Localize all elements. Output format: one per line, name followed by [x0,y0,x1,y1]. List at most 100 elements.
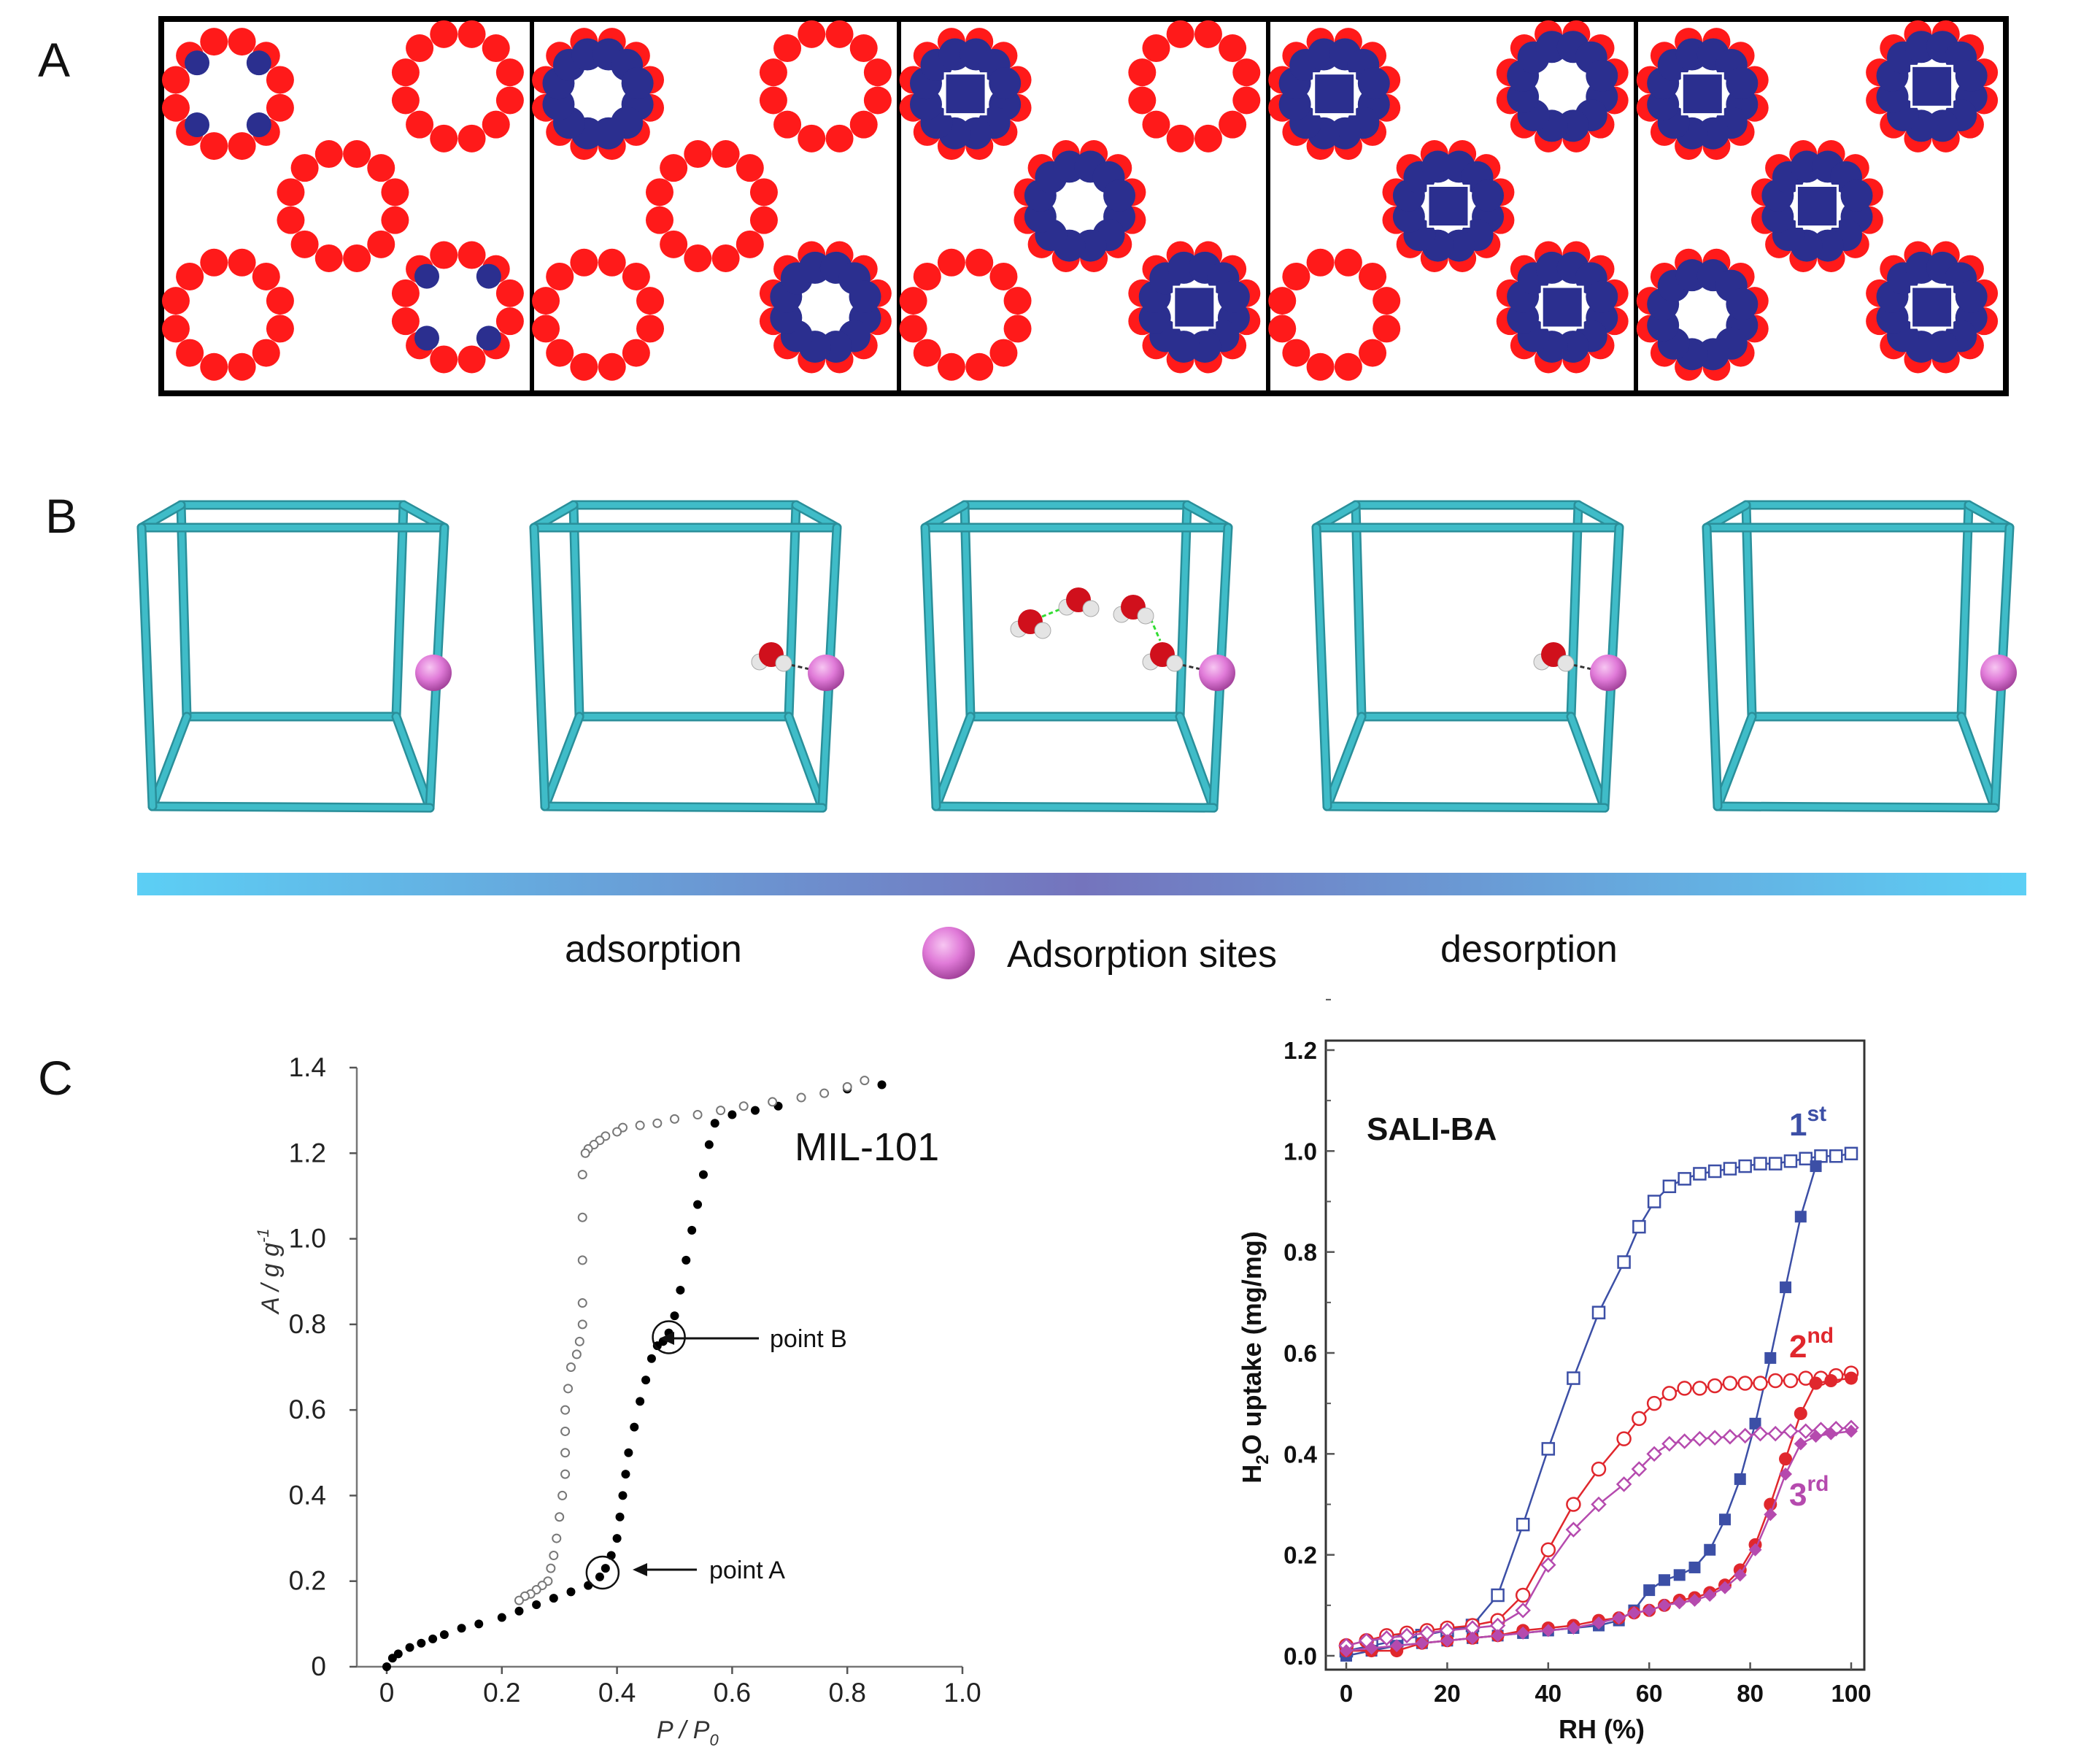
framework-bead [598,352,626,381]
pore-frame-3 [899,20,1261,381]
data-point [1780,1281,1792,1294]
data-point [560,1469,571,1479]
cage-3 [920,500,1235,813]
data-point [1829,1149,1843,1163]
data-point [1707,1430,1723,1446]
data-point [1540,1542,1556,1557]
data-point [1662,1179,1677,1193]
x-tick-label: 0.4 [598,1678,636,1708]
data-point [1418,1625,1435,1641]
data-point [1627,1606,1641,1620]
water-bead [621,67,654,100]
series-5-open-diamond [1338,1419,1859,1654]
x-tick-label: 40 [1535,1680,1562,1707]
data-point [1440,1634,1454,1648]
data-point [1516,1517,1530,1532]
data-point [1734,1473,1746,1485]
data-point [646,1354,656,1363]
framework-bead [1359,262,1387,290]
data-point [1632,1219,1646,1234]
data-point [1540,1557,1556,1573]
framework-bead [532,287,560,315]
framework-bead [200,352,228,381]
data-point [1466,1631,1479,1645]
framework-bead [711,244,740,272]
data-point [1491,1629,1505,1643]
data-point [1844,1146,1858,1161]
arrow-head-icon [660,1332,674,1345]
data-point [1688,1561,1701,1573]
data-point [457,1624,466,1633]
framework-bead [1219,34,1247,63]
data-point [557,1490,568,1500]
framework-bead [458,241,486,269]
framework-bead [458,124,486,153]
data-point [1783,1373,1799,1389]
water-bead [1103,180,1136,212]
framework-bead [570,248,598,277]
plot-frame [1324,1039,1866,1671]
data-point [692,1110,703,1120]
data-point [1616,1431,1632,1446]
data-point [1631,1461,1648,1477]
y-tick-label: 0.4 [289,1480,326,1510]
marked-point-circle [652,1320,686,1354]
cage-edge-highlight [786,502,799,720]
data-point [615,1512,625,1522]
framework-bead [1142,110,1170,139]
pore-filled [899,28,1032,161]
cage-edge-highlight [1177,502,1190,720]
framework-bead [660,154,688,182]
framework-bead [989,339,1018,367]
framework-bead [266,287,294,315]
data-point [1642,1603,1656,1617]
axes: 0 0.2 0.4 0.6 0.8 1.0 0 0.2 0.4 0.6 0.8 1.0 1.2 1.4 [289,1052,981,1708]
cycle-label-1st: 1st [1789,1102,1826,1143]
y-tick-label: 0 [311,1651,326,1681]
cage-edge-highlight [531,525,548,809]
y-tick-label: 0.2 [289,1566,326,1596]
cage-5 [1702,500,2017,813]
framework-bead [532,315,560,343]
water-bead [849,280,881,313]
framework-bead [495,86,524,115]
cage-edge-highlight [393,502,406,720]
framework-bead [430,124,458,153]
water-bead [1586,59,1618,92]
series-line [1346,1152,1852,1652]
framework-bead [849,34,878,63]
framework-bead [406,34,434,63]
data-point [1748,1543,1762,1557]
data-point [577,1319,587,1330]
axes: 0 20 40 60 80 100 0.0 0.2 0.4 0.6 0.8 1.0 1.2 [1283,998,1872,1707]
adsorbed-water-dot [246,112,271,138]
framework-bead [277,206,305,234]
cage-edge-highlight [542,714,582,809]
series-line [1346,1165,1817,1657]
cage-edge-highlight [1568,714,1607,811]
data-point [571,1349,582,1360]
framework-bead [495,307,524,336]
data-point [1515,1602,1531,1619]
adsorbed-water-dot [414,263,439,289]
framework-bead [736,230,764,258]
pore-filled [1268,28,1401,161]
water-bead [1840,180,1873,212]
data-point [612,1534,622,1543]
legend-desorption: desorption [1440,928,1618,971]
y-tick-label: 0.0 [1283,1643,1317,1670]
data-point [574,1336,584,1346]
framework-bead [636,315,665,343]
water-molecule [1058,587,1100,617]
pore-filled [1128,241,1261,374]
pore-filled [1636,28,1769,161]
data-point [1737,1376,1753,1391]
data-point [1707,1378,1723,1394]
y-tick-label: 0.6 [1283,1340,1317,1367]
data-point [750,1106,760,1115]
data-point [1794,1437,1807,1451]
data-point [1783,1154,1798,1168]
data-point [670,1311,679,1321]
y-tick-label: 0.2 [1283,1542,1317,1569]
data-point [1794,1407,1807,1420]
